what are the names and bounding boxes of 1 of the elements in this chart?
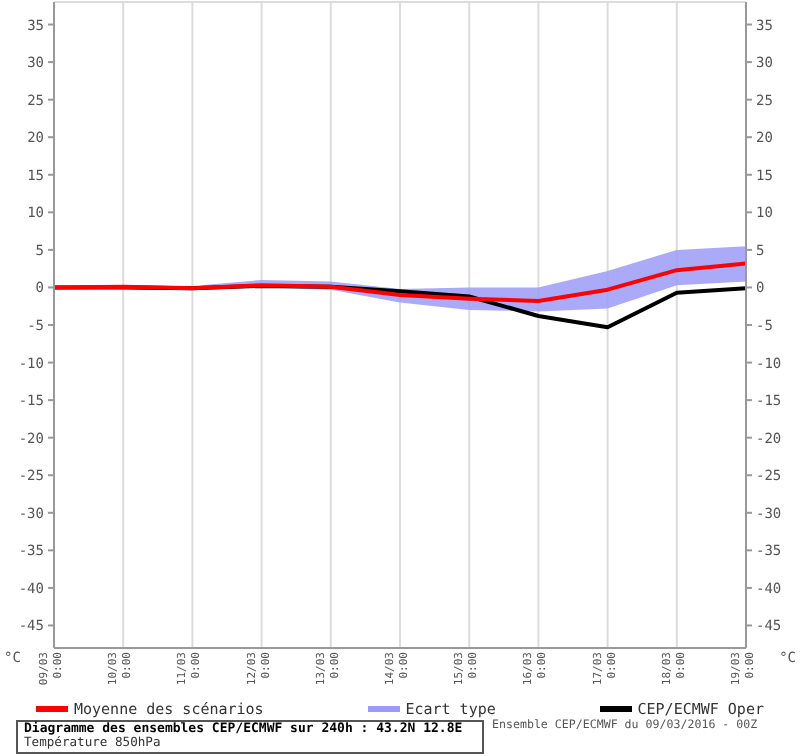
line-series <box>54 261 746 303</box>
